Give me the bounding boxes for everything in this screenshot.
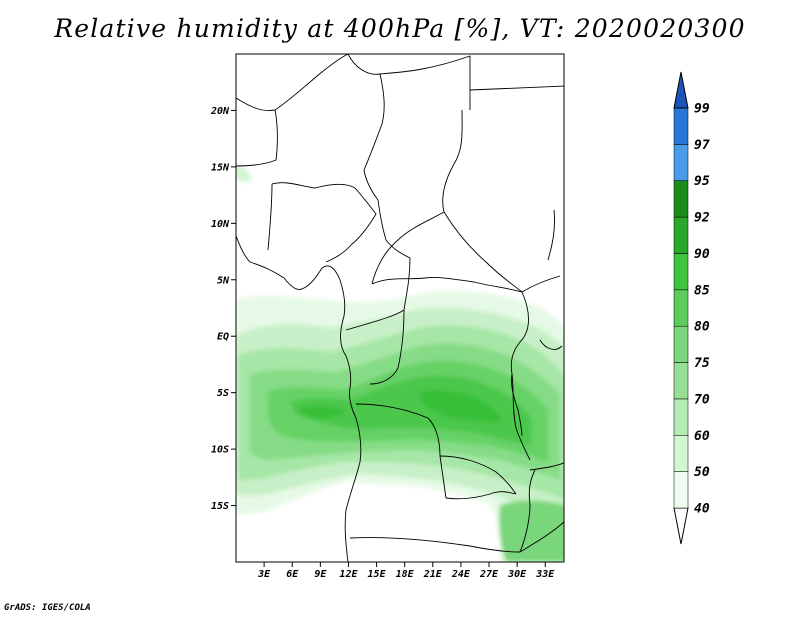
country-borders [236, 54, 564, 562]
colorbar-segment [673, 325, 689, 363]
lat-tick-label: 20N [210, 106, 230, 117]
lat-tick-label: EQ [217, 332, 229, 343]
lat-tick-label: 10S [211, 445, 229, 456]
lon-tick-label: 18E [396, 569, 415, 580]
colorbar-low-arrow [673, 507, 689, 545]
lon-tick-label: 30E [507, 569, 527, 580]
colorbar-segment [673, 435, 689, 472]
colorbar-high-arrow [673, 71, 689, 109]
colorbar-segment [673, 471, 689, 509]
colorbar-segment [673, 180, 689, 218]
colorbar-level-label: 97 [694, 138, 710, 153]
rh-region-nw [236, 165, 252, 183]
lon-tick-label: 21E [423, 569, 443, 580]
lon-tick-label: 24E [451, 569, 471, 580]
colorbar-level-label: 75 [694, 356, 710, 371]
lat-tick-label: 15N [211, 162, 230, 173]
colorbar-level-label: 50 [694, 465, 710, 480]
colorbar-level-label: 70 [694, 392, 710, 407]
chart-title: Relative humidity at 400hPa [%], VT: 202… [54, 14, 746, 43]
lon-tick-label: 15E [368, 569, 387, 580]
lon-axis: 3E 6E 9E 12E 15E 18E 21E 24E 27E 30E 33E [257, 562, 555, 580]
lon-tick-label: 12E [339, 569, 358, 580]
lon-tick-label: 6E [286, 569, 299, 580]
colorbar-level-label: 60 [694, 429, 710, 444]
lat-tick-label: 5N [217, 275, 230, 286]
colorbar-segment [673, 107, 689, 145]
colorbar-segment [673, 216, 689, 254]
colorbar-level-label: 90 [694, 247, 710, 262]
plot-frame [235, 53, 565, 563]
colorbar-segment [673, 144, 689, 181]
colorbar-level-label: 80 [694, 320, 710, 335]
credit-text: GrADS: IGES/COLA [4, 603, 91, 613]
lat-tick-label: 15S [211, 501, 229, 512]
lat-axis: 20N 15N 10N 5N EQ 5S 10S 15S [210, 106, 236, 512]
colorbar-segment [673, 253, 689, 291]
lat-tick-label: 5S [217, 388, 229, 399]
lon-tick-label: 27E [479, 569, 499, 580]
rh-region-85 [420, 390, 502, 423]
rh-region-85b [300, 405, 345, 419]
lon-tick-label: 3E [257, 569, 271, 580]
colorbar-segment [673, 289, 689, 327]
humidity-shading [236, 165, 564, 562]
colorbar-segment [673, 398, 689, 436]
colorbar-level-label: 85 [694, 283, 710, 298]
lon-tick-label: 9E [314, 569, 327, 580]
lon-tick-label: 33E [535, 569, 555, 580]
colorbar-level-label: 40 [694, 502, 710, 517]
rh-region-se [499, 500, 564, 562]
colorbar: 40 50 60 70 75 80 85 90 92 95 97 99 [673, 71, 710, 545]
lat-tick-label: 10N [211, 219, 230, 230]
rh-region-80 [290, 375, 532, 446]
colorbar-level-label: 95 [694, 174, 710, 189]
colorbar-level-label: 92 [694, 211, 710, 226]
colorbar-segment [673, 362, 689, 400]
colorbar-level-label: 99 [694, 102, 710, 117]
